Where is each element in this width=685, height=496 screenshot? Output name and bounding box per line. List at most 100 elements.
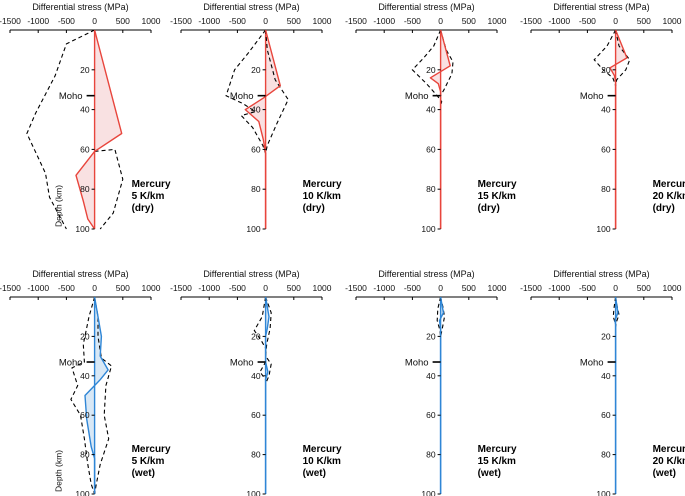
y-tick-label: 80: [251, 184, 261, 194]
x-tick-label: -1000: [548, 283, 570, 293]
stress-profile-line: [75, 29, 123, 230]
y-tick-label: 80: [426, 450, 436, 460]
x-tick-label: -1000: [27, 16, 49, 26]
dashed-envelope-line: [70, 296, 96, 495]
x-tick-label: 1000: [313, 16, 332, 26]
y-tick-label: 100: [246, 489, 260, 496]
y-tick-label: 20: [80, 65, 90, 75]
y-tick-label: 80: [601, 184, 611, 194]
x-tick-label: 500: [287, 16, 301, 26]
y-tick-label: 20: [426, 65, 436, 75]
panel-1: Differential stress (MPa) -1500 -1000 -500 0…: [170, 2, 342, 234]
x-tick-label: 0: [92, 283, 97, 293]
x-tick-label: -1500: [345, 16, 367, 26]
x-tick-label: 1000: [142, 16, 161, 26]
stress-profile-line: [438, 296, 445, 494]
y-tick-label: 60: [80, 144, 90, 154]
x-tick-label: -1500: [0, 16, 21, 26]
y-tick-label: 40: [80, 105, 90, 115]
y-tick-label: 20: [601, 331, 611, 341]
moho-label: Moho: [580, 91, 604, 102]
x-tick-label: -1000: [198, 16, 220, 26]
panel-caption-line: (dry): [478, 203, 500, 214]
x-tick-label: -1000: [548, 16, 570, 26]
y-tick-label: 80: [601, 450, 611, 460]
panel-caption-line: Mercury: [478, 444, 517, 455]
y-tick-label: 100: [421, 489, 435, 496]
panel-6: Differential stress (MPa) -1500 -1000 -500 0…: [345, 269, 517, 496]
x-axis-title: Differential stress (MPa): [32, 269, 128, 279]
x-axis-title: Differential stress (MPa): [553, 269, 649, 279]
x-tick-label: 1000: [142, 283, 161, 293]
panel-caption-line: 15 K/km: [478, 191, 516, 202]
moho-label: Moho: [580, 358, 604, 369]
y-tick-label: 20: [251, 65, 261, 75]
stress-profile-line: [84, 296, 109, 494]
panel-caption-line: (wet): [132, 468, 155, 479]
x-axis-title: Differential stress (MPa): [553, 2, 649, 12]
y-tick-label: 100: [421, 224, 435, 234]
y-tick-label: 60: [251, 410, 261, 420]
y-tick-label: 60: [601, 410, 611, 420]
y-axis-title: Depth (km): [54, 185, 64, 227]
x-tick-label: -1500: [520, 16, 542, 26]
panel-0: Differential stress (MPa) -1500 -1000 -500 0…: [0, 2, 171, 234]
dashed-envelope-line: [593, 29, 617, 86]
x-tick-label: 1000: [313, 283, 332, 293]
panel-2: Differential stress (MPa) -1500 -1000 -500 0…: [345, 2, 517, 234]
y-tick-label: 40: [80, 371, 90, 381]
y-tick-label: 40: [426, 105, 436, 115]
y-tick-label: 80: [80, 184, 90, 194]
x-tick-label: -1500: [0, 283, 21, 293]
panel-caption-line: Mercury: [653, 444, 685, 455]
x-tick-label: 500: [116, 283, 130, 293]
x-tick-label: 500: [637, 16, 651, 26]
x-tick-label: 500: [462, 283, 476, 293]
x-tick-label: -1500: [345, 283, 367, 293]
x-tick-label: -500: [229, 16, 246, 26]
panel-caption-line: (wet): [653, 468, 676, 479]
x-tick-label: -1000: [373, 283, 395, 293]
x-tick-label: -1000: [27, 283, 49, 293]
x-tick-label: 0: [613, 16, 618, 26]
x-tick-label: -500: [229, 283, 246, 293]
x-tick-label: -1500: [170, 283, 192, 293]
x-tick-label: -500: [579, 283, 596, 293]
panel-caption-line: (wet): [303, 468, 326, 479]
x-tick-label: -1500: [170, 16, 192, 26]
y-tick-label: 80: [80, 450, 90, 460]
panel-caption-line: (dry): [303, 203, 325, 214]
x-axis-title: Differential stress (MPa): [378, 2, 474, 12]
stress-fill-area: [85, 297, 109, 494]
panel-caption-line: 20 K/km: [653, 456, 685, 467]
y-tick-label: 80: [426, 184, 436, 194]
y-axis-title: Depth (km): [54, 450, 64, 492]
y-tick-label: 40: [601, 371, 611, 381]
panel-5: Differential stress (MPa) -1500 -1000 -500 0…: [170, 269, 342, 496]
dashed-envelope-line: [253, 296, 267, 381]
dashed-envelope-line: [265, 296, 272, 384]
y-tick-label: 20: [80, 331, 90, 341]
x-tick-label: -500: [58, 283, 75, 293]
moho-label: Moho: [59, 91, 83, 102]
x-tick-label: 500: [287, 283, 301, 293]
x-tick-label: 0: [613, 283, 618, 293]
x-tick-label: -500: [58, 16, 75, 26]
y-tick-label: 40: [601, 105, 611, 115]
stress-profile-line: [429, 29, 451, 229]
x-tick-label: 500: [116, 16, 130, 26]
x-tick-label: -500: [404, 16, 421, 26]
panel-caption-line: 10 K/km: [303, 456, 341, 467]
stress-profile-line: [244, 29, 281, 229]
panel-caption-line: Mercury: [653, 179, 685, 190]
x-tick-label: 0: [263, 16, 268, 26]
x-tick-label: 0: [438, 16, 443, 26]
x-tick-label: -1000: [198, 283, 220, 293]
panel-3: Differential stress (MPa) -1500 -1000 -500 0…: [520, 2, 685, 234]
panel-caption-line: 5 K/km: [132, 191, 165, 202]
x-tick-label: -500: [404, 283, 421, 293]
stress-fill-area: [76, 30, 122, 229]
x-axis-title: Differential stress (MPa): [203, 269, 299, 279]
